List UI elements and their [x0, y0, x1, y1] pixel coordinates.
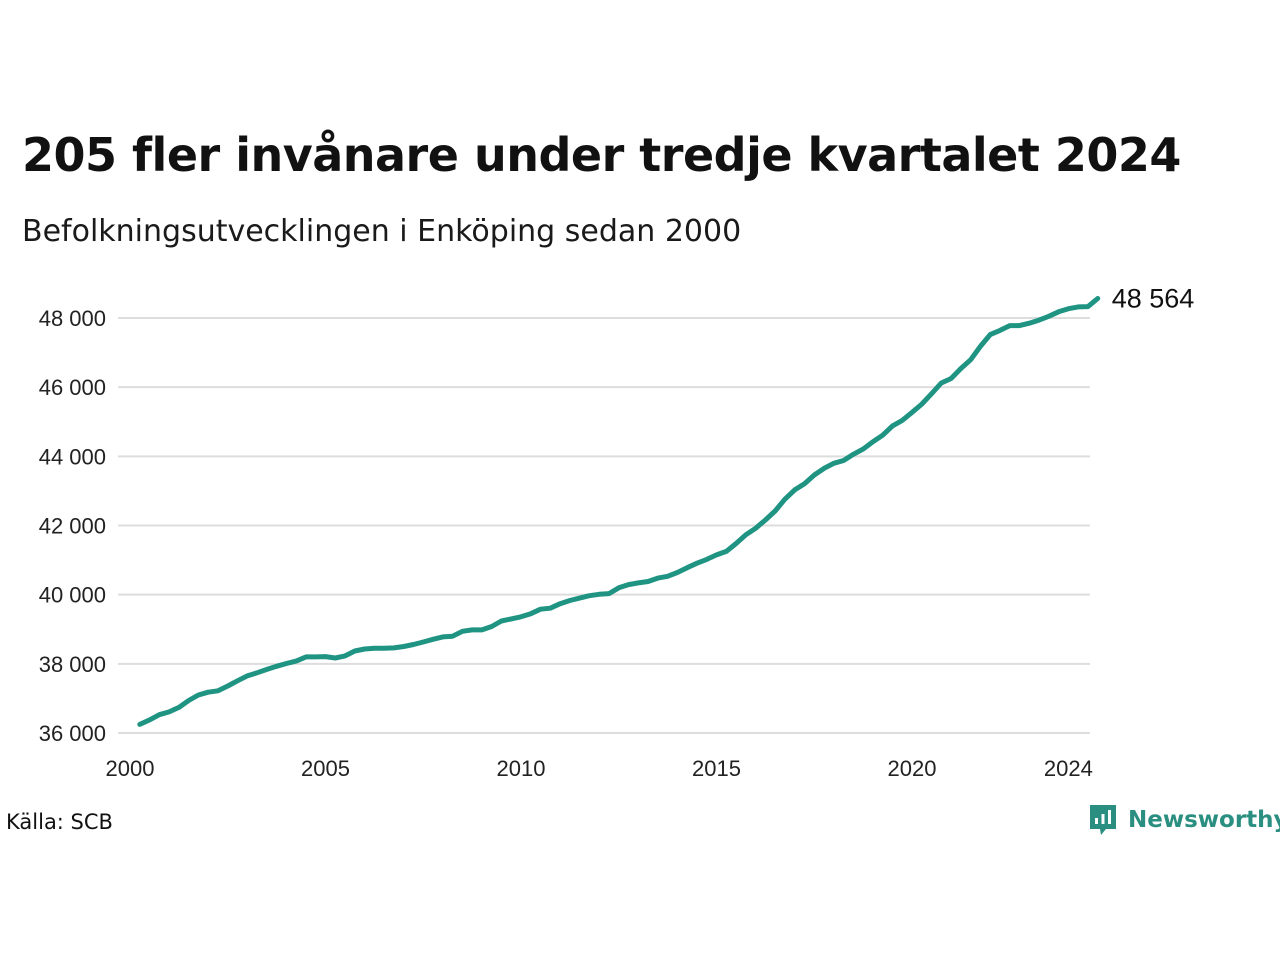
- chart-title: 205 fler invånare under tredje kvartalet…: [22, 128, 1181, 182]
- x-axis-tick-labels: 2000 2005 2010 2015 2020 2024: [106, 756, 1093, 781]
- y-tick-label: 36 000: [39, 721, 106, 746]
- y-tick-label: 42 000: [39, 514, 106, 539]
- newsworthy-logo: Newsworthy: [1088, 803, 1280, 837]
- latest-value-label: 48 564: [1112, 283, 1195, 313]
- y-tick-label: 40 000: [39, 583, 106, 608]
- y-tick-label: 38 000: [39, 652, 106, 677]
- y-axis-tick-labels: 36 000 38 000 40 000 42 000 44 000 46 000 48 0…: [39, 306, 106, 746]
- y-tick-label: 44 000: [39, 444, 106, 469]
- source-note: Källa: SCB: [6, 810, 113, 834]
- x-tick-label: 2010: [497, 756, 546, 781]
- y-tick-label: 48 000: [39, 306, 106, 331]
- population-series-line: [137, 296, 1101, 727]
- x-tick-label: 2024: [1044, 756, 1093, 781]
- chart-subtitle: Befolkningsutvecklingen i Enköping sedan…: [22, 214, 742, 249]
- x-tick-label: 2020: [888, 756, 937, 781]
- y-tick-label: 46 000: [39, 375, 106, 400]
- x-tick-label: 2015: [692, 756, 741, 781]
- x-tick-label: 2000: [106, 756, 155, 781]
- bar-chart-speech-bubble-icon: [1090, 805, 1116, 835]
- x-tick-label: 2005: [301, 756, 350, 781]
- brand-name: Newsworthy: [1128, 807, 1280, 833]
